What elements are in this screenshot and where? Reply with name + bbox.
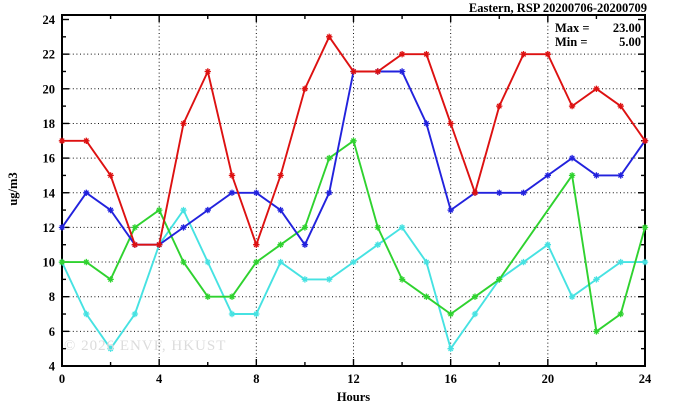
x-tick-label-8: 8 [253, 372, 259, 386]
stats-max-value: 23.00 [612, 21, 641, 35]
chart-title: Eastern, RSP 20200706-20200709 [468, 1, 647, 15]
series-3-green-markers [58, 137, 649, 335]
y-tick-label-12: 12 [43, 221, 56, 235]
watermark: © 2026 ENVF, HKUST [64, 338, 227, 354]
stats-max-label: Max = [555, 21, 590, 35]
x-axis-label: Hours [336, 390, 371, 404]
stats-min-row: Min = 5.00 [555, 35, 641, 49]
x-tick-label-0: 0 [59, 372, 65, 386]
stats-min-value: 5.00 [619, 35, 641, 49]
series-2-blue-line [61, 70, 646, 247]
y-tick-label-6: 6 [49, 325, 55, 339]
x-tick-label-20: 20 [542, 372, 555, 386]
y-tick-label-8: 8 [49, 290, 55, 304]
y-axis-label: ug/m3 [6, 172, 20, 206]
x-tick-label-24: 24 [639, 372, 652, 386]
y-tick-label-18: 18 [43, 117, 56, 131]
series-4-cyan-line [61, 208, 645, 351]
y-tick-label-24: 24 [43, 13, 56, 27]
series-1-red-markers [58, 33, 649, 248]
stats-box: Max = 23.00 Min = 5.00 [555, 21, 641, 49]
y-tick-label-10: 10 [43, 256, 56, 270]
stats-max-row: Max = 23.00 [555, 21, 641, 35]
x-tick-label-12: 12 [347, 372, 360, 386]
stats-min-label: Min = [555, 35, 588, 49]
y-tick-label-22: 22 [43, 48, 56, 62]
y-tick-label-4: 4 [49, 360, 56, 374]
x-tick-label-16: 16 [444, 372, 457, 386]
plot-border [61, 14, 646, 367]
y-tick-label-20: 20 [43, 82, 56, 96]
y-tick-label-14: 14 [43, 186, 56, 200]
y-tick-label-16: 16 [43, 152, 56, 166]
x-tick-label-4: 4 [156, 372, 163, 386]
